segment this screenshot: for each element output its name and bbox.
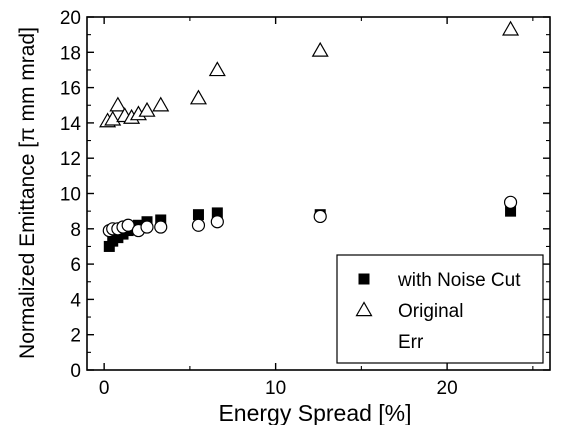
open-circle-point: [154, 220, 168, 234]
filled-square-point: [505, 205, 517, 217]
y-tick-label: 16: [60, 79, 81, 100]
open-circle-point: [210, 215, 224, 229]
x-tick-label: 10: [265, 378, 286, 399]
open-triangle-point: [138, 101, 156, 117]
axis-ticks: [87, 16, 550, 371]
y-tick-label: 18: [60, 43, 81, 64]
open-circle-point: [140, 220, 154, 234]
y-tick-label: 2: [70, 326, 81, 347]
open-triangle-point: [311, 41, 329, 57]
filled-square-point: [211, 207, 223, 219]
x-axis-label: Energy Spread [%]: [218, 400, 411, 425]
x-tick-label: 20: [437, 378, 458, 399]
open-circle-point: [121, 218, 135, 232]
y-tick-label: 14: [60, 114, 82, 135]
y-tick-label: 8: [70, 220, 81, 241]
open-circle-point: [503, 195, 518, 209]
legend: with Noise Cut Original Err: [336, 254, 544, 364]
open-circle-point: [191, 218, 206, 232]
filled-square-point: [155, 214, 167, 226]
legend-items: with Noise Cut Original Err: [355, 270, 521, 353]
open-triangle-point: [109, 96, 127, 112]
y-tick-label: 6: [70, 255, 81, 276]
filled-square-point: [192, 209, 204, 221]
open-triangle-point: [152, 96, 170, 112]
legend-marker-open-triangle: [355, 301, 373, 317]
open-triangle-point: [502, 20, 520, 36]
y-tick-label: 4: [70, 290, 81, 311]
x-tick-label: 0: [99, 378, 110, 399]
y-axis-label: Normalized Emittance [π mm mrad]: [16, 27, 39, 359]
legend-label: Err: [398, 332, 424, 353]
data-points: [99, 20, 520, 252]
legend-marker-filled-square: [358, 273, 370, 285]
legend-label: Original: [398, 301, 463, 322]
open-circle-point: [313, 209, 327, 224]
y-tick-label: 12: [60, 149, 81, 170]
tick-labels: 0 2 4 6 8 10 12 14 16 18 20 0 10 20: [60, 8, 458, 399]
y-tick-label: 10: [60, 185, 81, 206]
legend-label: with Noise Cut: [397, 270, 521, 291]
y-tick-label: 20: [60, 8, 81, 29]
open-triangle-point: [189, 89, 207, 105]
legend-box: [336, 254, 544, 364]
y-tick-label: 0: [70, 361, 81, 382]
open-triangle-point: [208, 61, 226, 77]
